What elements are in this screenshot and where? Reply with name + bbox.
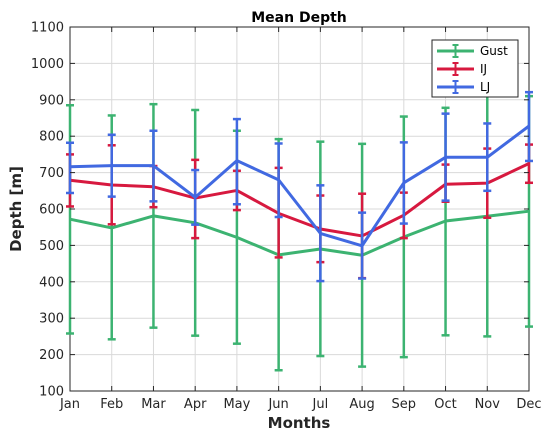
x-tick-label: May (223, 397, 250, 412)
series-layer (66, 90, 533, 372)
x-tick-label: Sep (392, 397, 417, 412)
x-tick-label: Jan (59, 397, 80, 412)
series-line-lj (69, 124, 530, 248)
axis-ticks (69, 26, 530, 392)
x-tick-label: Jul (312, 397, 329, 412)
y-tick-label: 100 (39, 385, 64, 400)
legend: Gust IJ LJ (431, 39, 519, 98)
series-line-gust (69, 209, 530, 257)
y-axis-title: Depth [m] (7, 166, 25, 252)
legend-label-ij: IJ (480, 62, 487, 76)
y-tick-label: 400 (39, 275, 64, 290)
y-tick-label: 200 (39, 348, 64, 363)
y-tick-label: 500 (39, 239, 64, 254)
y-tick-label: 800 (39, 130, 64, 145)
y-tick-labels: 100 200 300 400 500 600 700 800 900 1000 1100 (31, 21, 64, 400)
x-tick-labels: Jan Feb Mar Apr May Jun Jul Aug Sep Oct Nov Dec (59, 397, 542, 412)
series-line-ij (69, 162, 530, 238)
y-tick-label: 700 (39, 166, 64, 181)
y-tick-label: 300 (39, 312, 64, 327)
x-tick-label: Feb (100, 397, 123, 412)
y-tick-label: 1100 (31, 21, 64, 36)
x-tick-label: Oct (434, 397, 456, 412)
x-tick-label: Aug (349, 397, 374, 412)
chart-title: Mean Depth (251, 10, 347, 26)
x-tick-label: Apr (184, 397, 207, 412)
x-tick-label: Jun (267, 397, 288, 412)
legend-label-lj: LJ (480, 80, 490, 94)
x-axis-title: Months (268, 414, 331, 432)
x-tick-label: Dec (516, 397, 541, 412)
y-tick-label: 1000 (31, 57, 64, 72)
x-tick-label: Mar (141, 397, 166, 412)
series-lj (66, 90, 533, 283)
y-tick-label: 900 (39, 93, 64, 108)
x-tick-label: Nov (475, 397, 501, 412)
legend-label-gust: Gust (480, 44, 508, 58)
y-tick-label: 600 (39, 203, 64, 218)
